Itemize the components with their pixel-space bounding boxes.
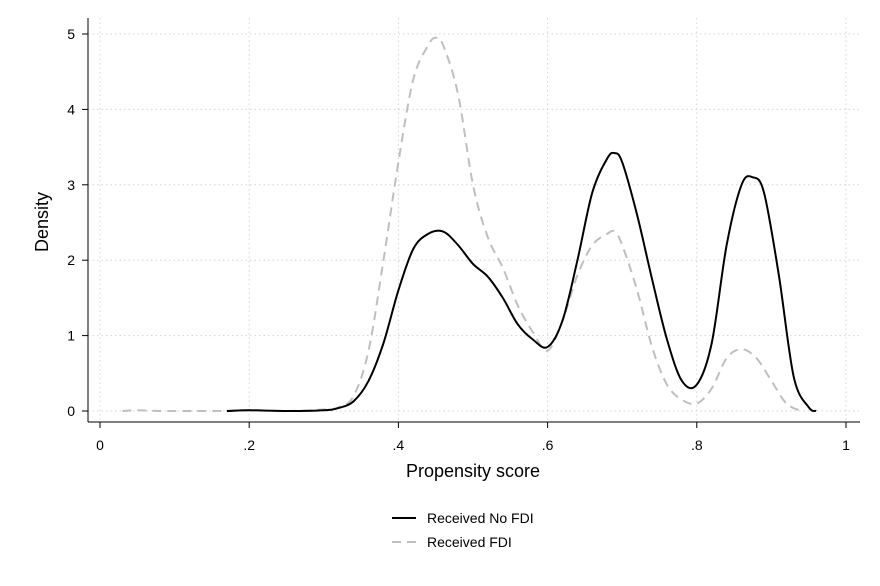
series-line-received-no-fdi <box>226 151 817 413</box>
plot-background <box>88 18 860 422</box>
x-tick-label: 0 <box>96 437 104 453</box>
x-tick-label: 1 <box>842 437 850 453</box>
x-tick-label: .4 <box>393 437 405 453</box>
x-axis-title: Propensity score <box>406 461 540 481</box>
x-tick-label: .8 <box>691 437 703 453</box>
y-tick-label: 2 <box>67 252 75 268</box>
x-tick-label: .6 <box>542 437 554 453</box>
y-axis-title: Density <box>32 192 52 252</box>
y-tick-label: 3 <box>67 177 75 193</box>
y-tick-label: 4 <box>67 101 75 117</box>
x-tick-label: .2 <box>243 437 255 453</box>
axes: 0 1 2 3 4 5 0 .2 .4 .6 .8 1 <box>67 18 860 453</box>
y-tick-label: 1 <box>67 328 75 344</box>
y-tick-label: 5 <box>67 26 75 42</box>
legend: Received No FDI Received FDI <box>392 510 534 550</box>
y-tick-label: 0 <box>67 403 75 419</box>
legend-label-received-no-fdi: Received No FDI <box>427 510 534 526</box>
legend-label-received-fdi: Received FDI <box>427 534 512 550</box>
series-layer <box>122 36 817 413</box>
